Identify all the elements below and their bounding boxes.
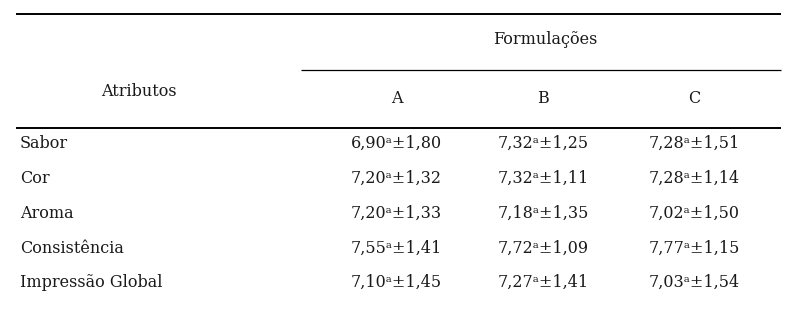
Text: 7,77ᵃ±1,15: 7,77ᵃ±1,15 (648, 240, 740, 257)
Text: 7,18ᵃ±1,35: 7,18ᵃ±1,35 (497, 205, 589, 222)
Text: 7,27ᵃ±1,41: 7,27ᵃ±1,41 (498, 274, 588, 291)
Text: Formulações: Formulações (493, 31, 597, 48)
Text: 7,20ᵃ±1,32: 7,20ᵃ±1,32 (351, 170, 442, 187)
Text: Sabor: Sabor (20, 135, 68, 152)
Text: 7,32ᵃ±1,25: 7,32ᵃ±1,25 (498, 135, 588, 152)
Text: 7,20ᵃ±1,33: 7,20ᵃ±1,33 (351, 205, 442, 222)
Text: Atributos: Atributos (101, 83, 177, 100)
Text: A: A (391, 90, 402, 107)
Text: 7,28ᵃ±1,14: 7,28ᵃ±1,14 (649, 170, 739, 187)
Text: 7,28ᵃ±1,51: 7,28ᵃ±1,51 (648, 135, 740, 152)
Text: Aroma: Aroma (20, 205, 74, 222)
Text: 7,55ᵃ±1,41: 7,55ᵃ±1,41 (351, 240, 442, 257)
Text: 7,03ᵃ±1,54: 7,03ᵃ±1,54 (649, 274, 739, 291)
Text: C: C (688, 90, 700, 107)
Text: Consistência: Consistência (20, 240, 124, 257)
Text: 6,90ᵃ±1,80: 6,90ᵃ±1,80 (351, 135, 442, 152)
Text: Impressão Global: Impressão Global (20, 274, 163, 291)
Text: 7,02ᵃ±1,50: 7,02ᵃ±1,50 (649, 205, 739, 222)
Text: 7,10ᵃ±1,45: 7,10ᵃ±1,45 (351, 274, 442, 291)
Text: 7,32ᵃ±1,11: 7,32ᵃ±1,11 (497, 170, 589, 187)
Text: Cor: Cor (20, 170, 49, 187)
Text: B: B (538, 90, 549, 107)
Text: 7,72ᵃ±1,09: 7,72ᵃ±1,09 (498, 240, 588, 257)
